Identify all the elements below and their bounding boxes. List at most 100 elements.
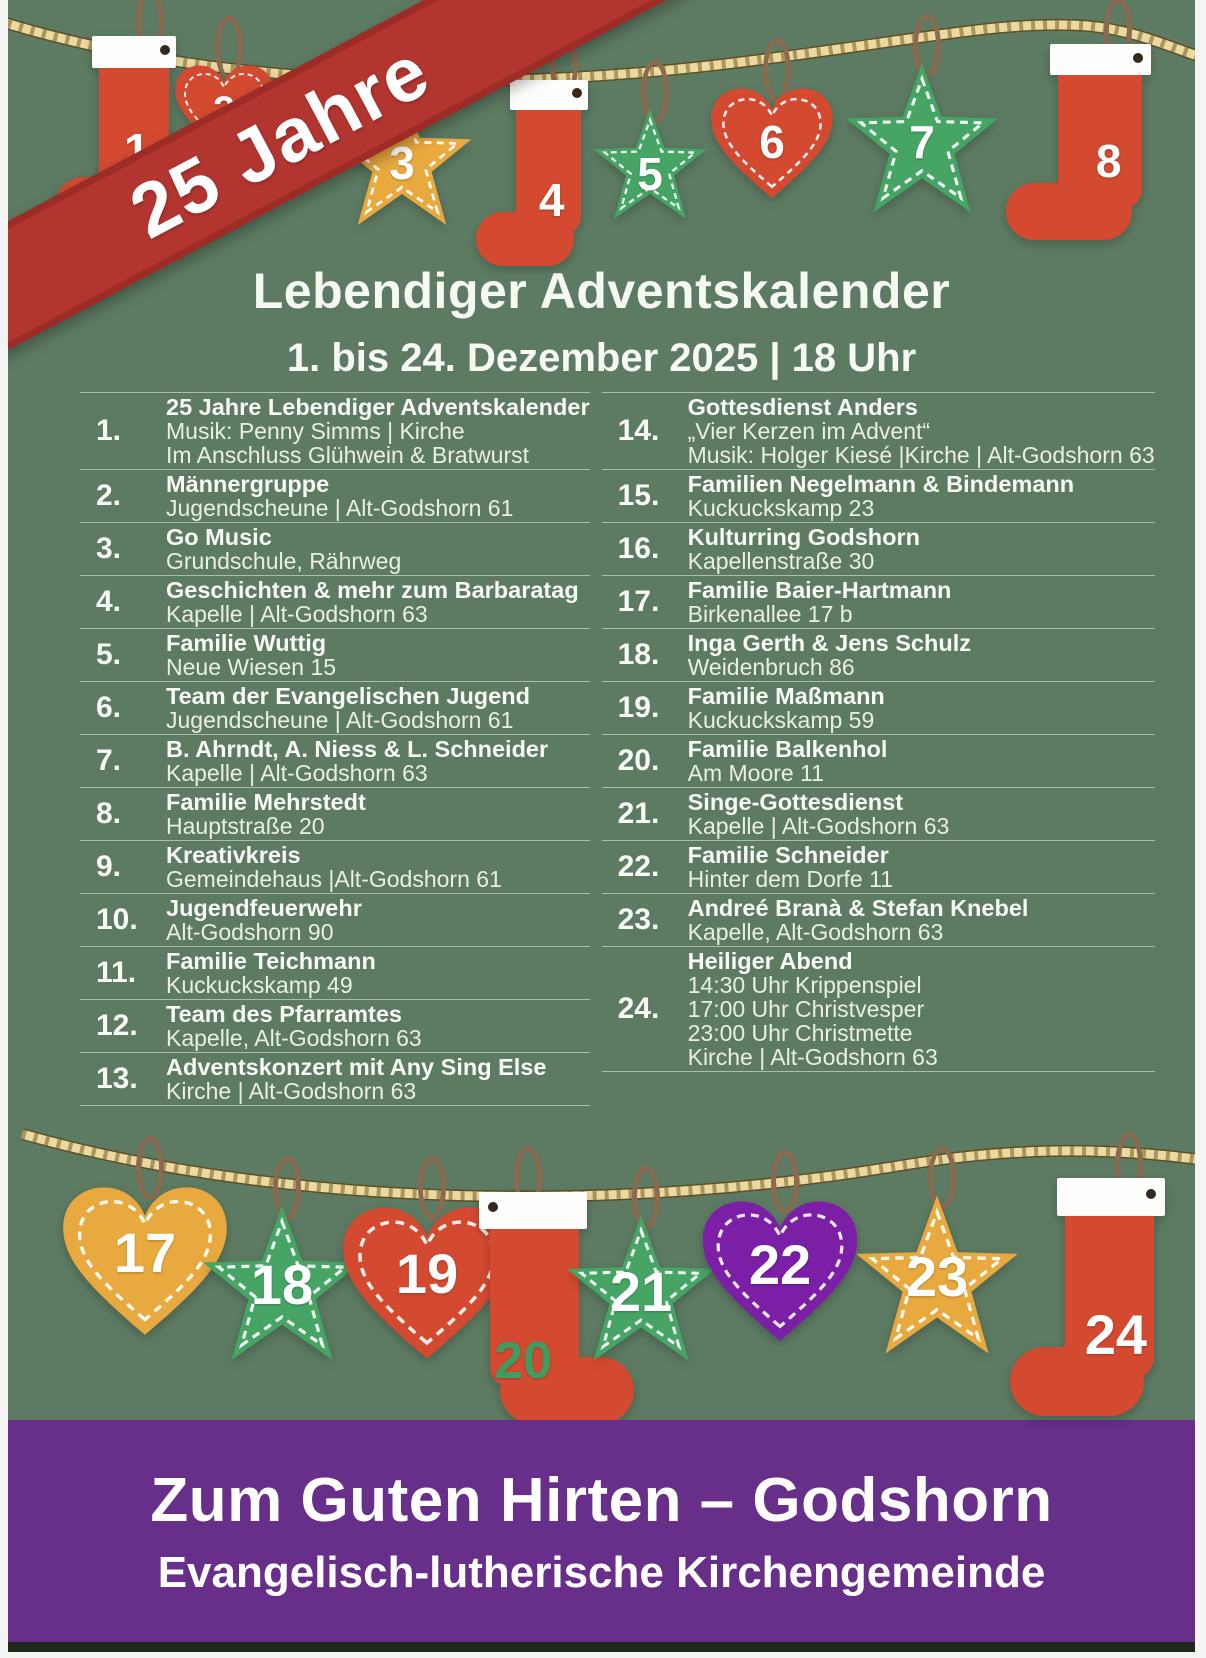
entry-detail: Im Anschluss Glühwein & Bratwurst <box>166 442 530 468</box>
ornament-number: 8 <box>1095 135 1122 188</box>
entry-day: 2. <box>96 479 122 512</box>
entry-detail: Musik: Holger Kiesé |Kirche | Alt-Godsho… <box>687 442 1155 468</box>
calendar-entry-11: 11. Familie Teichmann Kuckuckskamp 49 <box>80 946 590 999</box>
entry-detail: Kuckuckskamp 23 <box>687 495 875 521</box>
entry-detail: Kuckuckskamp 59 <box>687 707 875 733</box>
entry-detail: Kapellenstraße 30 <box>687 548 875 574</box>
entry-title: Jugendfeuerwehr <box>166 895 362 921</box>
entry-title: Familie Balkenhol <box>687 736 888 762</box>
entry-title: Geschichten & mehr zum Barbaratag <box>166 577 579 603</box>
entry-day: 15. <box>617 479 660 512</box>
ornament-star-23: 23 <box>846 1146 1028 1364</box>
entry-detail: Gemeindehaus |Alt-Godshorn 61 <box>166 866 502 892</box>
ornament-number: 20 <box>494 1332 553 1391</box>
entry-detail: Alt-Godshorn 90 <box>166 919 334 945</box>
entry-detail: Kirche | Alt-Godshorn 63 <box>166 1078 417 1104</box>
entry-title: Familie Wuttig <box>166 630 327 656</box>
ornament-number: 19 <box>395 1242 459 1306</box>
poster-title: Lebendiger Adventskalender <box>252 263 951 319</box>
entry-day: 19. <box>617 691 660 724</box>
calendar-entry-12: 12. Team des Pfarramtes Kapelle, Alt-God… <box>80 999 590 1052</box>
entry-detail: Kapelle, Alt-Godshorn 63 <box>687 919 944 945</box>
entry-day: 16. <box>617 532 660 565</box>
entry-day: 5. <box>96 638 122 671</box>
entry-detail: 14:30 Uhr Krippenspiel <box>687 972 922 998</box>
ornament-number: 7 <box>909 116 935 169</box>
entry-detail: Birkenallee 17 b <box>687 601 853 627</box>
entry-detail: Kapelle | Alt-Godshorn 63 <box>166 601 428 627</box>
entry-day: 7. <box>96 744 122 777</box>
calendar-entry-1: 1. 25 Jahre Lebendiger Adventskalender M… <box>80 392 590 469</box>
entry-day: 6. <box>96 691 122 724</box>
calendar-entry-2: 2. Männergruppe Jugendscheune | Alt-Gods… <box>80 469 590 522</box>
entry-day: 17. <box>617 585 660 618</box>
ornament-heart-6: 6 <box>706 38 838 204</box>
entry-detail: Grundschule, Rährweg <box>166 548 402 574</box>
calendar-entry-7: 7. B. Ahrndt, A. Niess & L. Schneider Ka… <box>80 734 590 787</box>
footer-banner: Zum Guten Hirten – Godshorn Evangelisch-… <box>8 1420 1195 1642</box>
entry-title: 25 Jahre Lebendiger Adventskalender <box>166 394 590 420</box>
calendar-entry-8: 8. Familie Mehrstedt Hauptstraße 20 <box>80 787 590 840</box>
ornament-number: 24 <box>1084 1302 1147 1366</box>
ornament-number: 4 <box>538 174 565 226</box>
entry-title: Familien Negelmann & Bindemann <box>687 471 1075 497</box>
ornament-stocking-8: 8 <box>1006 0 1164 240</box>
advent-poster: 1 2 3 4 5 6 7 <box>8 0 1195 1652</box>
entry-day: 14. <box>617 414 660 447</box>
ornament-number: 23 <box>905 1244 969 1308</box>
ornament-number: 17 <box>113 1221 177 1285</box>
calendar-column-right: 14. Gottesdienst Anders „Vier Kerzen im … <box>601 392 1155 1106</box>
entry-title: Männergruppe <box>166 471 330 497</box>
entry-detail: Kapelle | Alt-Godshorn 63 <box>687 813 950 839</box>
calendar-entry-17: 17. Familie Baier-Hartmann Birkenallee 1… <box>601 575 1155 628</box>
calendar-entry-9: 9. Kreativkreis Gemeindehaus |Alt-Godsho… <box>80 840 590 893</box>
entry-detail: Hauptstraße 20 <box>166 813 325 839</box>
calendar-entry-4: 4. Geschichten & mehr zum Barbaratag Kap… <box>80 575 590 628</box>
church-name: Zum Guten Hirten – Godshorn <box>150 1465 1053 1535</box>
ornament-number: 6 <box>759 116 785 169</box>
calendar-entry-5: 5. Familie Wuttig Neue Wiesen 15 <box>80 628 590 681</box>
entry-detail: Kapelle | Alt-Godshorn 63 <box>166 760 428 786</box>
ornament-star-5: 5 <box>588 60 712 226</box>
poster-subtitle: 1. bis 24. Dezember 2025 | 18 Uhr <box>286 336 917 380</box>
entry-title: Kulturring Godshorn <box>687 524 920 550</box>
entry-day: 4. <box>96 585 122 618</box>
entry-day: 8. <box>96 797 122 830</box>
entry-day: 24. <box>617 992 660 1025</box>
entry-title: Inga Gerth & Jens Schulz <box>687 630 971 656</box>
calendar-entry-21: 21. Singe-Gottesdienst Kapelle | Alt-God… <box>601 787 1155 840</box>
ornament-stocking-24: 24 <box>1010 1132 1178 1416</box>
ornament-number: 22 <box>748 1233 812 1297</box>
entry-day: 11. <box>96 956 137 989</box>
entry-detail: Musik: Penny Simms | Kirche <box>166 418 465 444</box>
entry-title: Familie Teichmann <box>166 948 376 974</box>
calendar-entry-23: 23. Andreé Branà & Stefan Knebel Kapelle… <box>601 893 1155 946</box>
entry-title: Familie Schneider <box>687 842 889 868</box>
entry-day: 10. <box>96 903 138 936</box>
entry-day: 3. <box>96 532 122 565</box>
entry-detail: Kuckuckskamp 49 <box>166 972 353 998</box>
entry-title: Familie Baier-Hartmann <box>687 577 952 603</box>
calendar-entry-19: 19. Familie Maßmann Kuckuckskamp 59 <box>601 681 1155 734</box>
calendar-entry-16: 16. Kulturring Godshorn Kapellenstraße 3… <box>601 522 1155 575</box>
ornament-number: 18 <box>250 1253 314 1317</box>
entry-title: Adventskonzert mit Any Sing Else <box>166 1054 547 1080</box>
entry-day: 9. <box>96 850 122 883</box>
ornament-number: 21 <box>609 1260 673 1324</box>
entry-detail: Jugendscheune | Alt-Godshorn 61 <box>166 495 514 521</box>
calendar-entry-10: 10. Jugendfeuerwehr Alt-Godshorn 90 <box>80 893 590 946</box>
entry-detail: Am Moore 11 <box>687 760 824 786</box>
entry-title: Singe-Gottesdienst <box>687 789 904 815</box>
calendar-entry-24: 24. Heiliger Abend 14:30 Uhr Krippenspie… <box>601 946 1155 1072</box>
calendar-entry-15: 15. Familien Negelmann & Bindemann Kucku… <box>601 469 1155 522</box>
entry-title: Kreativkreis <box>166 842 301 868</box>
church-subtitle: Evangelisch-lutherische Kirchengemeinde <box>157 1547 1046 1597</box>
calendar-entry-18: 18. Inga Gerth & Jens Schulz Weidenbruch… <box>601 628 1155 681</box>
bottom-edge-strip <box>8 1642 1195 1652</box>
entry-detail: Kirche | Alt-Godshorn 63 <box>687 1044 938 1070</box>
entry-title: Gottesdienst Anders <box>687 394 918 420</box>
entry-day: 23. <box>617 903 660 936</box>
entry-day: 21. <box>617 797 660 830</box>
entry-detail: Hinter dem Dorfe 11 <box>687 866 893 892</box>
